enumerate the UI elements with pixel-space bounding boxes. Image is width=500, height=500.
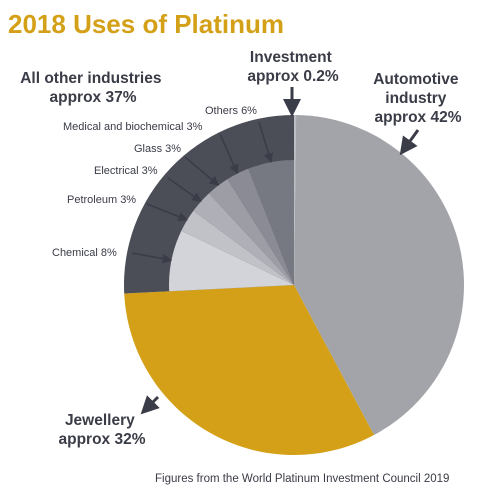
breakdown-slice-3 [193,193,294,285]
jewellery-label: Jewellery approx 32% [58,412,145,448]
other-industries-breakdown-slices [169,160,294,292]
breakdown-arrow-4 [184,156,220,186]
glass-label: Glass 3% [134,143,181,155]
automotive-arrow [399,129,420,156]
breakdown-slice-5 [227,168,294,285]
breakdown-arrow-5 [219,133,239,175]
label-arrows [131,87,420,415]
electrical-label: Electrical 3% [94,165,158,177]
jewellery-slice [124,285,375,456]
automotive-slice [294,115,465,435]
breakdown-slice-1 [169,230,294,292]
breakdown-arrow-2 [146,203,188,222]
chart-title: 2018 Uses of Platinum [8,9,284,39]
breakdown-arrow-6 [258,121,274,163]
breakdown-slice-4 [208,179,294,285]
breakdown-slice-6 [248,160,294,285]
chemical-label: Chemical 8% [52,247,117,259]
others-label: Others 6% [205,105,257,117]
breakdown-arrow-3 [167,177,202,202]
source-note: Figures from the World Platinum Investme… [155,473,449,485]
medical-label: Medical and biochemical 3% [63,121,203,133]
investment-slice [294,114,297,285]
breakdown-arrow-1 [131,252,173,264]
petroleum-label: Petroleum 3% [67,194,136,206]
breakdown-slice-2 [181,210,294,285]
all-other-industries-label: All other industries approx 37% [20,70,166,106]
automotive-label: Automotive industry approx 42% [373,71,463,126]
investment-label: Investment approx 0.2% [247,49,339,85]
pie-slices [123,114,465,456]
jewellery-arrow [140,395,160,415]
